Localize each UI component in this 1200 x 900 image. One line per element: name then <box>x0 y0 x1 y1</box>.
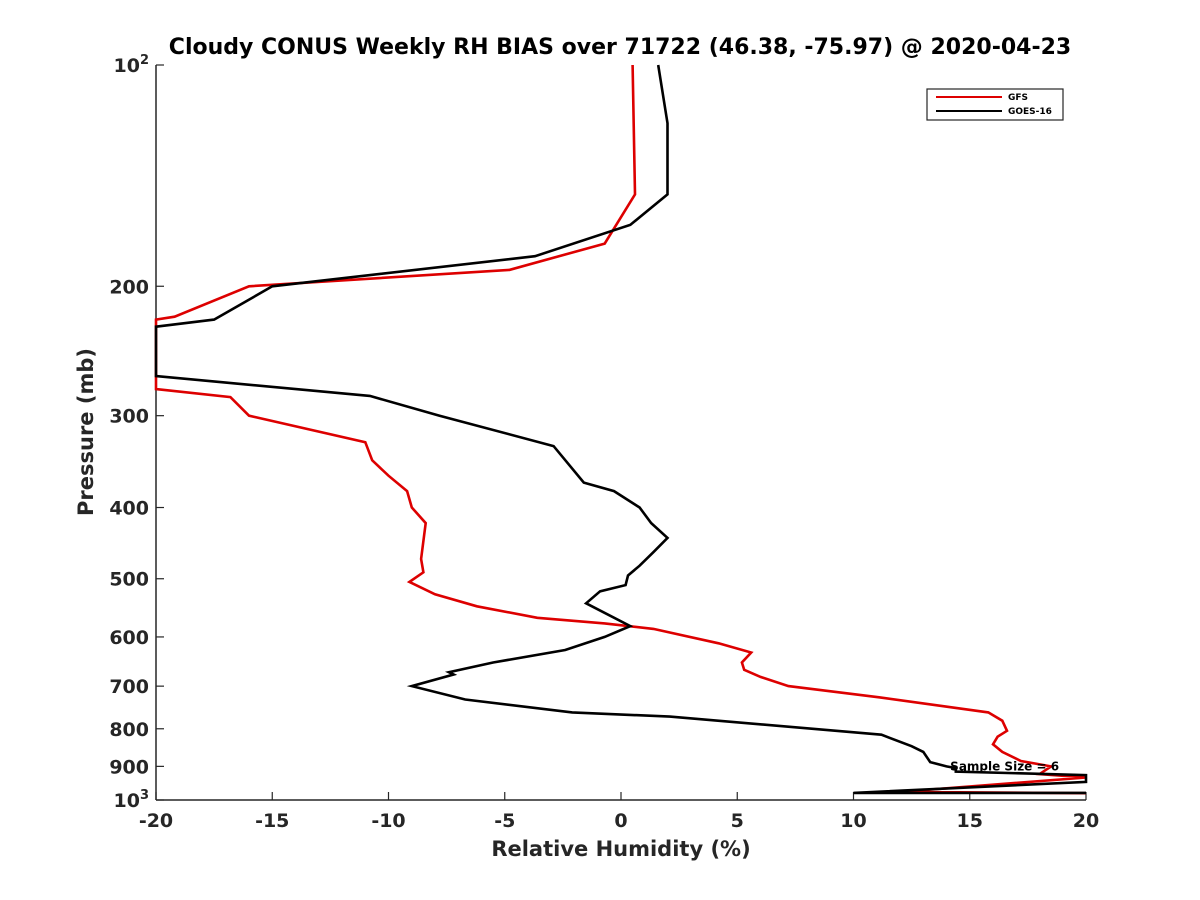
y-tick-label: 400 <box>109 498 149 520</box>
y-tick-label: 800 <box>109 719 149 741</box>
sample-size-annotation: Sample Size = 6 <box>950 759 1059 773</box>
x-tick-label: 20 <box>1073 810 1099 832</box>
x-ticks: -20 -15 -10 -5 0 5 10 15 20 <box>139 792 1099 832</box>
y-tick-label: 700 <box>109 676 149 698</box>
y-tick-label: 500 <box>109 569 149 591</box>
legend-box <box>926 88 1064 121</box>
legend-label-gfs: GFS <box>1008 93 1028 103</box>
x-tick-label: -20 <box>139 810 173 832</box>
x-tick-label: 5 <box>731 810 744 832</box>
x-tick-label: -15 <box>255 810 289 832</box>
x-tick-label: 0 <box>614 810 627 832</box>
y-tick-label: 600 <box>109 627 149 649</box>
x-tick-label: -10 <box>371 810 405 832</box>
x-axis-label: Relative Humidity (%) <box>491 837 750 861</box>
y-tick-label: 900 <box>109 756 149 778</box>
y-tick-label: 300 <box>109 406 149 428</box>
legend: GFS GOES-16 <box>926 88 1064 121</box>
legend-label-goes16: GOES-16 <box>1008 107 1052 117</box>
x-tick-label: 10 <box>840 810 866 832</box>
chart-title: Cloudy CONUS Weekly RH BIAS over 71722 (… <box>169 35 1071 60</box>
x-tick-label: 15 <box>957 810 983 832</box>
x-tick-label: -5 <box>494 810 515 832</box>
y-axis-label: Pressure (mb) <box>74 348 98 516</box>
y-tick-label: 200 <box>109 276 149 298</box>
series-line-goes-16 <box>154 64 1088 795</box>
series-line-gfs <box>154 64 1087 795</box>
series-layer <box>154 64 1088 795</box>
